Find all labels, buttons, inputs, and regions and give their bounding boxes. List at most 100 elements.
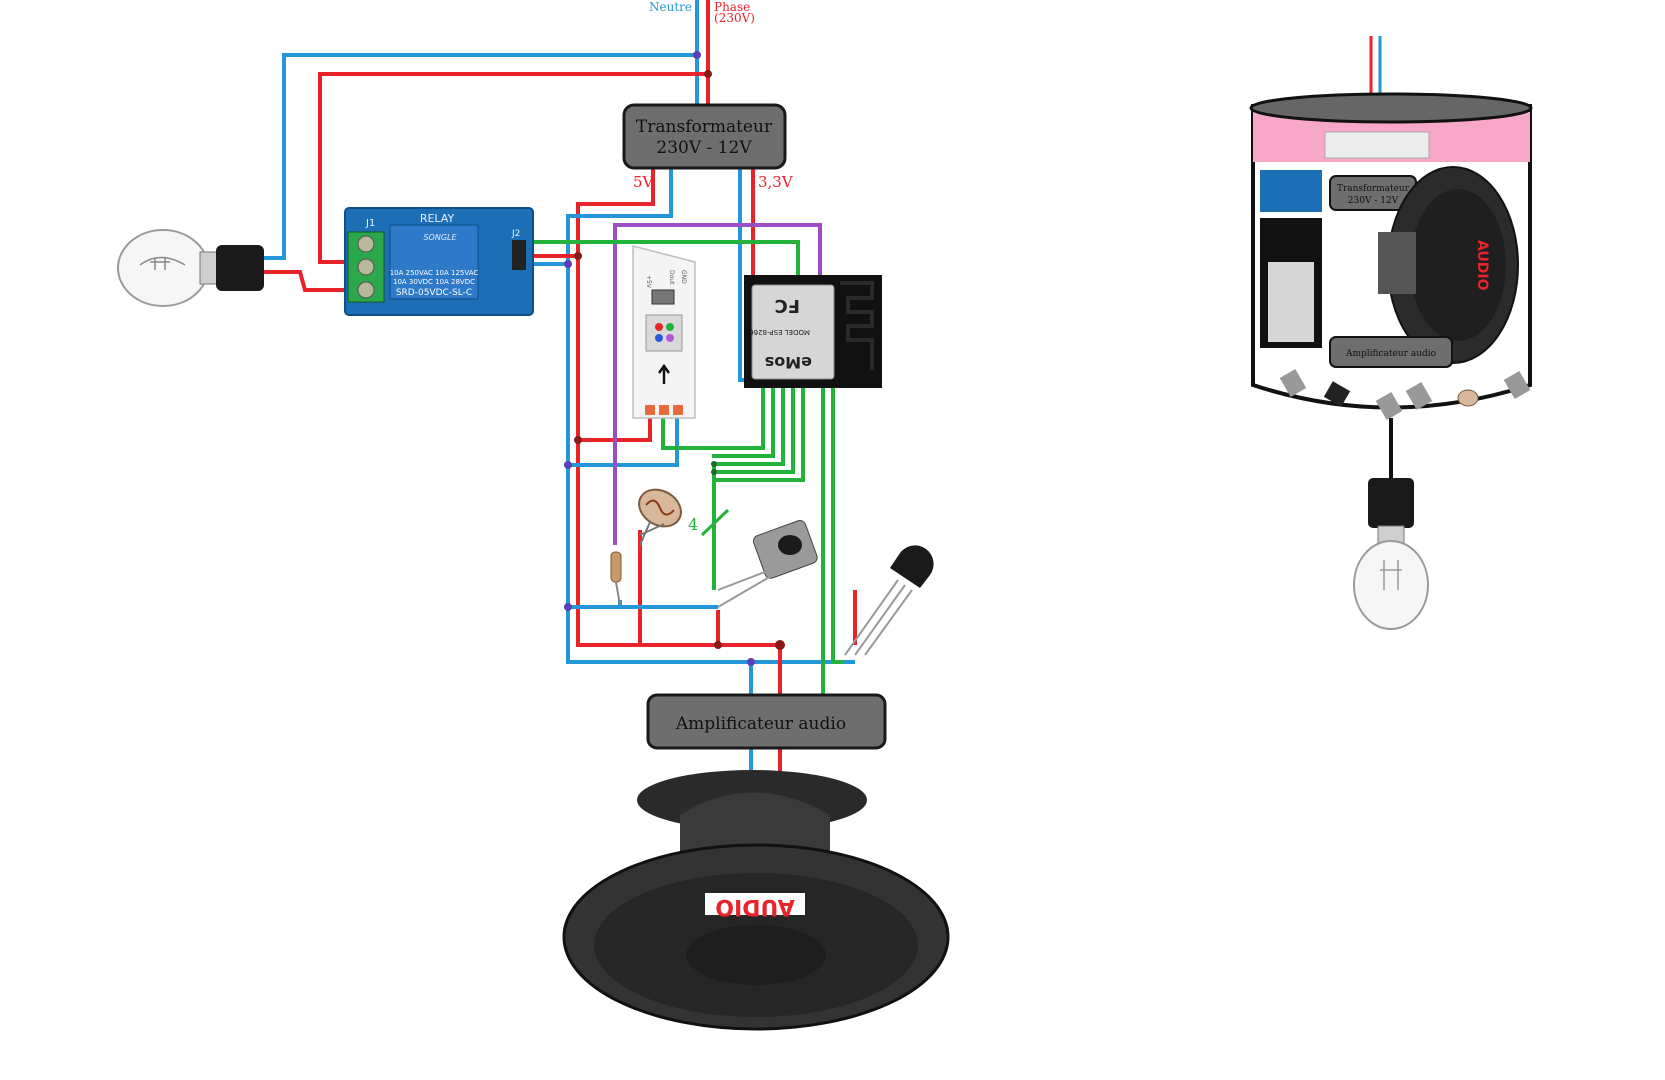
mini-led-board [1324,131,1430,159]
sensor-leg [854,584,906,656]
speaker-logo-plate [705,893,805,915]
resistor-lead [615,581,621,606]
mini-ir-receiver [1279,368,1307,398]
ldr-trace [645,499,675,516]
esp-fc: FC [774,295,800,316]
relay-title: RELAY [420,212,455,225]
led-dout-label: Dout [668,270,675,285]
amplifier-box: Amplificateur audio [646,693,887,750]
relay-brand: SONGLE [423,233,457,242]
speaker: AUDIO [562,770,950,1031]
led-din-wire [661,388,765,450]
junctions [564,51,785,666]
speaker-brand: AUDIO [715,894,794,919]
mini-lamp-socket [1368,478,1414,528]
rail-gnd [566,168,855,664]
wires [262,0,857,820]
mini-lamp-filament [1380,560,1402,590]
mini-amplifier-rect [1329,336,1453,368]
bus-count-label: 4 [688,515,698,534]
lamp-neck [199,251,219,285]
junction-dot [775,640,785,650]
ir-leg [717,569,771,591]
mains-neutral-wire [264,0,699,260]
mini-transformer-line2: 230V - 12V [1348,196,1399,206]
bus-wire-4 [712,388,805,482]
sensor-leg [864,589,913,656]
rgb-led-red [655,323,663,331]
led-gnd-label: GND [680,270,687,284]
mini-ldr [1457,389,1479,407]
mains-phase-wire [318,0,710,264]
bus-slash [700,508,730,537]
lamp-filament [139,256,186,270]
junction-dot [714,641,722,649]
speaker-basket [680,792,830,860]
rgb-led-green [666,323,674,331]
terminal-screw [357,258,375,276]
relay-spec1: 10A 250VAC 10A 125VAC [390,269,479,277]
led-switch [651,289,675,305]
lamp-bulb-glass [117,229,209,307]
rail-5v [576,168,780,647]
led-pad [645,405,655,415]
led-5v-wire [578,410,652,442]
relay-header-pins [512,240,526,270]
amplifier-label: Amplificateur audio [675,714,846,734]
neutre-label: Neutre [649,0,692,14]
ir-receiver [717,520,818,608]
transformer-line1: Transformateur [636,117,773,137]
relay-j1: J1 [365,218,375,229]
mini-esp-shield [1268,262,1314,342]
led-module: GND Dout +5V [632,245,696,419]
mini-components-row [1279,368,1531,421]
relay-spec2: 10A 30VDC 10A 28VDC [393,278,475,286]
phase-voltage-label: (230V) [714,11,755,25]
esp-shield [751,284,835,380]
mini-transistor [1323,381,1351,407]
mini-ir-receiver [1375,391,1403,421]
speaker-dust-cap [686,925,826,985]
temperature-sensor [844,545,934,656]
junction-dot [704,70,712,78]
mini-ir-receiver [1503,370,1531,400]
esp-antenna [840,281,874,370]
mini-ir-receiver [1405,381,1433,411]
esp-model: MODEL ESP-8266 [749,328,810,336]
junction-dot [564,603,572,611]
led-gnd-wire [568,410,679,467]
lamp-socket [216,245,264,291]
transformer-rect [622,103,787,170]
relay-j2: J2 [511,229,520,239]
lamp-relay-wire [262,270,360,292]
rgb-led-body [645,314,683,352]
ldr-leg [639,523,665,536]
label-5v: 5V [633,173,655,191]
rgb-led-blue [655,334,663,342]
relay-model: SRD-05VDC-SL-C [396,288,472,298]
sensor-leg [844,579,899,656]
sensor-signal-wire [831,388,843,664]
junction-dot [711,469,717,475]
junction-dot [693,51,701,59]
amplifier-rect [646,693,887,750]
resistor-body [610,551,622,583]
enclosure-overview: Transformateur 230V - 12V AUDIO Amplific… [1249,36,1533,630]
junction-dot [747,658,755,666]
arrow-up-icon [657,363,671,384]
mini-relay [1260,170,1322,212]
junction-dot [564,461,572,469]
junction-dot [574,252,582,260]
mini-amplifier-label: Amplificateur audio [1345,349,1436,359]
ldr-sensor [610,488,682,606]
relay-module: RELAY J1 J2 SONGLE 10A 250VAC 10A 125VAC… [344,207,534,316]
transformer-box: Transformateur 230V - 12V [622,103,787,170]
mini-amplifier-box: Amplificateur audio [1329,336,1453,368]
sensor-body [890,545,934,588]
terminal-screw [357,281,375,299]
esp8266-module: FC MODEL ESP-8266 eMos [744,275,882,388]
esp-brand: eMos [765,353,812,372]
bus-wire-1 [712,388,775,458]
ir-leg [717,571,779,608]
led-pad [673,405,683,415]
